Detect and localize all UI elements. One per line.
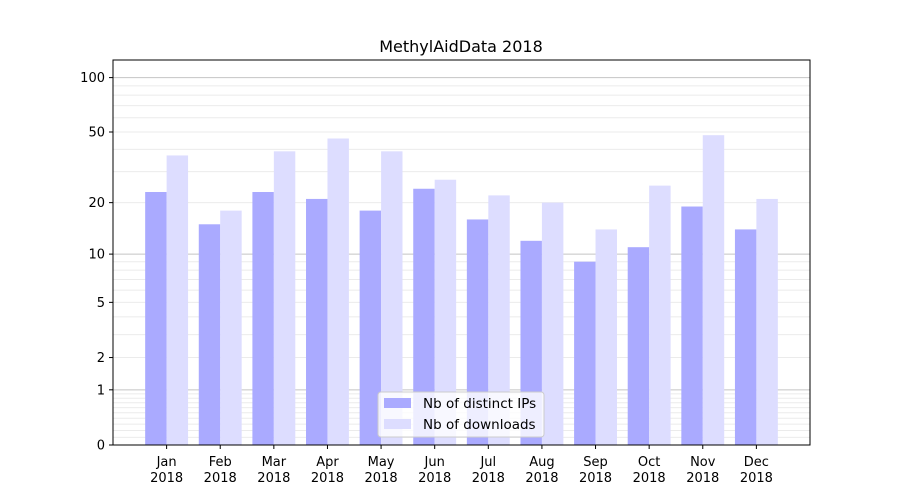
x-tick-label: Aug 2018 bbox=[525, 455, 558, 486]
y-tick-label: 2 bbox=[97, 351, 105, 366]
legend-label-downloads: Nb of downloads bbox=[423, 417, 536, 433]
y-tick-label: 50 bbox=[88, 126, 105, 141]
legend-box bbox=[377, 391, 545, 438]
x-tick-label: May 2018 bbox=[365, 455, 398, 486]
bar-distinct-ips bbox=[252, 192, 274, 445]
bar-distinct-ips bbox=[734, 229, 757, 445]
y-axis: 0 1 2 5 10 20 50 100 bbox=[80, 71, 113, 454]
bar-distinct-ips bbox=[306, 198, 328, 445]
y-tick-label: 0 bbox=[97, 439, 105, 454]
x-tick-label: Apr 2018 bbox=[311, 455, 344, 486]
y-tick-label: 20 bbox=[88, 196, 105, 211]
x-tick-label: Jun 2018 bbox=[418, 455, 451, 486]
bar-downloads bbox=[649, 185, 671, 446]
bar-downloads bbox=[273, 151, 296, 445]
bar-distinct-ips bbox=[681, 206, 703, 445]
x-axis: Jan 2018 Feb 2018 Mar 2018 Apr 2018 May 2018 Jun 20… bbox=[150, 445, 773, 486]
bar-distinct-ips bbox=[466, 219, 489, 445]
legend-swatch-ips bbox=[384, 398, 411, 408]
bar-downloads bbox=[541, 202, 564, 445]
x-tick-label: Mar 2018 bbox=[257, 455, 290, 486]
bar-distinct-ips bbox=[198, 224, 221, 445]
bar-downloads bbox=[756, 198, 778, 445]
plot-frame bbox=[112, 59, 811, 446]
bar-distinct-ips bbox=[145, 192, 167, 445]
bar-distinct-ips bbox=[359, 210, 382, 445]
bar-downloads bbox=[595, 229, 617, 445]
y-tick-label: 5 bbox=[97, 296, 105, 311]
bar-downloads bbox=[488, 195, 510, 445]
chart-title: MethylAidData 2018 bbox=[379, 37, 543, 56]
legend-label-ips: Nb of distinct IPs bbox=[423, 396, 536, 412]
x-tick-label: Sep 2018 bbox=[579, 455, 612, 486]
x-tick-label: Jul 2018 bbox=[472, 455, 505, 486]
bar-distinct-ips bbox=[413, 188, 435, 445]
bar-downloads bbox=[220, 210, 242, 445]
bar-downloads bbox=[434, 179, 457, 445]
bar-distinct-ips bbox=[574, 261, 596, 445]
bar-downloads bbox=[166, 155, 189, 445]
bar-downloads bbox=[702, 135, 725, 446]
y-tick-label: 1 bbox=[97, 383, 105, 398]
x-tick-label: Nov 2018 bbox=[686, 455, 719, 486]
bar-distinct-ips bbox=[627, 247, 650, 445]
x-tick-label: Jan 2018 bbox=[150, 455, 183, 486]
x-tick-label: Dec 2018 bbox=[740, 455, 773, 486]
legend: Nb of distinct IPs Nb of downloads bbox=[377, 391, 545, 438]
x-tick-label: Feb 2018 bbox=[204, 455, 237, 486]
bar-downloads bbox=[381, 151, 403, 445]
y-tick-label: 10 bbox=[88, 248, 105, 263]
y-tick-label: 100 bbox=[80, 71, 105, 86]
bar-downloads bbox=[327, 138, 349, 445]
legend-swatch-downloads bbox=[384, 419, 411, 429]
x-tick-label: Oct 2018 bbox=[633, 455, 666, 486]
